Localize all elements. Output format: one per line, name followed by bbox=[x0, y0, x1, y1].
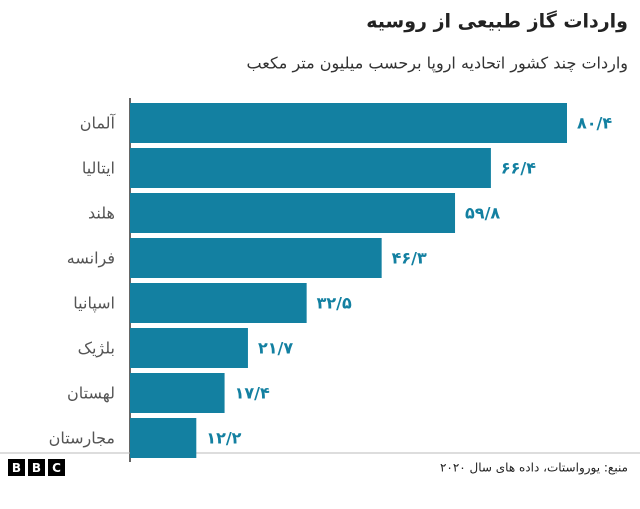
category-label: بلژیک bbox=[78, 339, 115, 359]
value-label: ۶۶/۴ bbox=[501, 159, 536, 178]
value-label: ۴۶/۳ bbox=[392, 249, 427, 268]
bar bbox=[130, 103, 567, 143]
bar bbox=[130, 238, 382, 278]
chart-subtitle: واردات چند کشور اتحادیه اروپا برحسب میلی… bbox=[247, 54, 628, 74]
category-label: لهستان bbox=[67, 384, 115, 404]
bar bbox=[130, 373, 225, 413]
logo-box bbox=[48, 459, 65, 476]
category-label: آلمان bbox=[80, 114, 117, 133]
logo-letter: C bbox=[52, 461, 61, 475]
category-label: اسپانیا bbox=[73, 294, 115, 314]
source: منبع: یورواستات، داده های سال ۲۰۲۰ bbox=[440, 461, 628, 476]
logo-box bbox=[28, 459, 45, 476]
category-label: فرانسه bbox=[67, 249, 115, 269]
logo-letter: B bbox=[12, 461, 21, 475]
chart-title: واردات گاز طبیعی از روسیه bbox=[366, 10, 628, 33]
value-label: ۳۲/۵ bbox=[317, 294, 352, 313]
value-label: ۱۲/۲ bbox=[206, 429, 241, 448]
bar bbox=[130, 193, 456, 233]
bar bbox=[130, 283, 307, 323]
value-label: ۸۰/۴ bbox=[577, 114, 612, 133]
logo-box bbox=[8, 459, 25, 476]
category-label: هلند bbox=[88, 204, 115, 223]
value-label: ۲۱/۷ bbox=[258, 339, 293, 358]
value-label: ۵۹/۸ bbox=[465, 204, 500, 223]
bar bbox=[130, 418, 197, 458]
bar bbox=[130, 328, 248, 368]
bar bbox=[130, 148, 491, 188]
logo-letter: B bbox=[32, 461, 41, 475]
value-label: ۱۷/۴ bbox=[235, 384, 270, 403]
category-label: مجارستان bbox=[49, 429, 115, 449]
category-label: ایتالیا bbox=[82, 159, 115, 178]
